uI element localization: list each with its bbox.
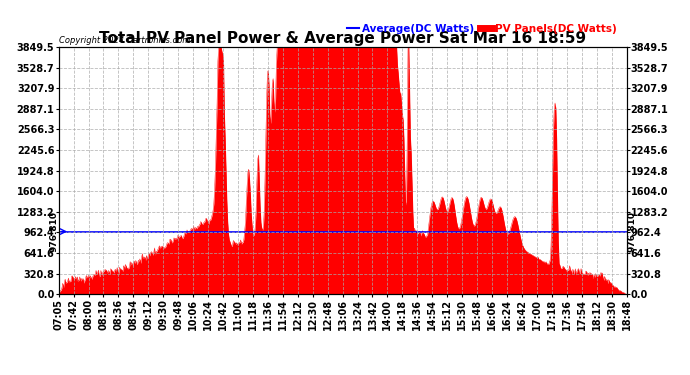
Text: 976.810: 976.810 bbox=[49, 211, 58, 252]
Text: Copyright 2024 Cartronics.com: Copyright 2024 Cartronics.com bbox=[59, 36, 190, 45]
Title: Total PV Panel Power & Average Power Sat Mar 16 18:59: Total PV Panel Power & Average Power Sat… bbox=[99, 31, 586, 46]
Text: 976.810: 976.810 bbox=[627, 211, 636, 252]
Legend: Average(DC Watts), PV Panels(DC Watts): Average(DC Watts), PV Panels(DC Watts) bbox=[343, 20, 621, 38]
